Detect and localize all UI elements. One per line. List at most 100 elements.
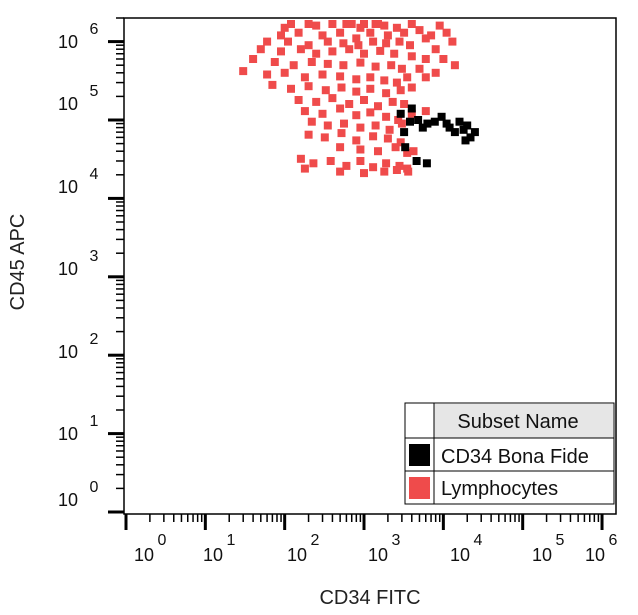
point-lymphocytes xyxy=(407,109,416,118)
point-cd34-bona-fide xyxy=(412,157,421,165)
y-tick-label-exp: 0 xyxy=(90,479,99,496)
x-tick-label-exp: 1 xyxy=(227,532,236,549)
point-lymphocytes xyxy=(421,107,430,116)
x-tick-label-base: 10 xyxy=(585,545,605,565)
point-lymphocytes xyxy=(431,68,440,77)
data-points xyxy=(239,20,479,178)
point-lymphocytes xyxy=(369,163,378,172)
point-lymphocytes xyxy=(280,23,289,32)
y-tick-label-exp: 3 xyxy=(90,248,99,265)
point-lymphocytes xyxy=(415,26,424,35)
point-lymphocytes xyxy=(336,28,345,37)
point-lymphocytes xyxy=(356,157,365,165)
point-lymphocytes xyxy=(371,62,380,71)
point-lymphocytes xyxy=(382,159,391,168)
x-tick-label-base: 10 xyxy=(134,545,154,565)
point-cd34-bona-fide xyxy=(455,117,464,126)
point-lymphocytes xyxy=(383,134,392,143)
point-lymphocytes xyxy=(307,117,316,126)
y-tick-label-base: 10 xyxy=(58,424,78,444)
point-cd34-bona-fide xyxy=(396,109,405,118)
point-lymphocytes xyxy=(342,20,351,28)
point-lymphocytes xyxy=(403,73,412,82)
point-lymphocytes xyxy=(396,86,405,95)
point-lymphocytes xyxy=(336,72,345,81)
point-lymphocytes xyxy=(296,154,305,163)
point-lymphocytes xyxy=(336,167,345,176)
point-lymphocytes xyxy=(407,83,416,92)
point-lymphocytes xyxy=(312,49,321,58)
point-cd34-bona-fide xyxy=(470,128,479,137)
point-lymphocytes xyxy=(380,76,389,85)
point-lymphocytes xyxy=(404,167,413,176)
point-lymphocytes xyxy=(397,119,406,128)
point-lymphocytes xyxy=(323,37,332,46)
point-lymphocytes xyxy=(347,20,356,28)
point-lymphocytes xyxy=(369,37,378,46)
point-lymphocytes xyxy=(421,73,430,82)
point-lymphocytes xyxy=(321,86,330,95)
point-lymphocytes xyxy=(369,132,378,141)
point-lymphocytes xyxy=(328,47,337,56)
point-lymphocytes xyxy=(392,23,401,32)
legend-swatch-lymphocytes xyxy=(409,477,430,499)
point-lymphocytes xyxy=(352,111,361,120)
point-lymphocytes xyxy=(356,145,365,154)
point-lymphocytes xyxy=(312,97,321,106)
point-lymphocytes xyxy=(328,20,337,28)
y-tick-label-base: 10 xyxy=(58,32,78,52)
point-cd34-bona-fide xyxy=(414,116,423,124)
point-cd34-bona-fide xyxy=(418,123,427,132)
point-lymphocytes xyxy=(400,28,409,37)
point-lymphocytes xyxy=(395,37,404,46)
point-lymphocytes xyxy=(270,58,279,66)
point-cd34-bona-fide xyxy=(401,143,410,152)
x-tick-label-exp: 0 xyxy=(158,532,167,549)
x-tick-label-exp: 5 xyxy=(556,532,565,549)
point-lymphocytes xyxy=(339,61,348,70)
point-lymphocytes xyxy=(380,167,389,176)
point-lymphocytes xyxy=(300,73,309,82)
y-tick-label-base: 10 xyxy=(58,177,78,197)
point-lymphocytes xyxy=(352,34,361,43)
point-lymphocytes xyxy=(304,41,313,50)
point-lymphocytes xyxy=(287,20,295,28)
point-lymphocytes xyxy=(383,31,392,40)
point-cd34-bona-fide xyxy=(459,125,468,134)
point-lymphocytes xyxy=(300,164,309,173)
point-lymphocytes xyxy=(312,21,321,30)
point-lymphocytes xyxy=(263,70,272,79)
point-lymphocytes xyxy=(360,49,368,58)
point-cd34-bona-fide xyxy=(463,121,472,130)
legend-label-lymphocytes: Lymphocytes xyxy=(441,478,558,500)
point-cd34-bona-fide xyxy=(406,117,414,126)
point-lymphocytes xyxy=(382,39,391,48)
point-lymphocytes xyxy=(390,49,399,58)
point-lymphocytes xyxy=(403,148,412,157)
point-lymphocytes xyxy=(421,55,430,63)
y-tick-label-exp: 4 xyxy=(90,166,99,183)
point-lymphocytes xyxy=(366,28,375,37)
point-lymphocytes xyxy=(450,61,459,70)
point-lymphocytes xyxy=(268,80,277,89)
point-lymphocytes xyxy=(366,108,375,117)
point-lymphocytes xyxy=(439,55,448,63)
y-axis-title: CD45 APC xyxy=(7,214,29,311)
point-lymphocytes xyxy=(336,143,345,152)
point-lymphocytes xyxy=(382,89,391,98)
point-lymphocytes xyxy=(427,31,436,40)
legend-swatch-cd34 xyxy=(409,444,430,466)
point-lymphocytes xyxy=(385,125,394,134)
point-lymphocytes xyxy=(318,70,327,79)
x-tick-label-base: 10 xyxy=(287,545,307,565)
point-lymphocytes xyxy=(352,75,361,84)
point-lymphocytes xyxy=(326,157,335,165)
point-lymphocytes xyxy=(337,83,346,92)
x-tick-label-base: 10 xyxy=(532,545,552,565)
point-lymphocytes xyxy=(366,73,375,82)
point-lymphocytes xyxy=(392,78,401,87)
point-lymphocytes xyxy=(376,46,385,55)
point-lymphocytes xyxy=(374,102,382,111)
point-cd34-bona-fide xyxy=(400,128,409,137)
